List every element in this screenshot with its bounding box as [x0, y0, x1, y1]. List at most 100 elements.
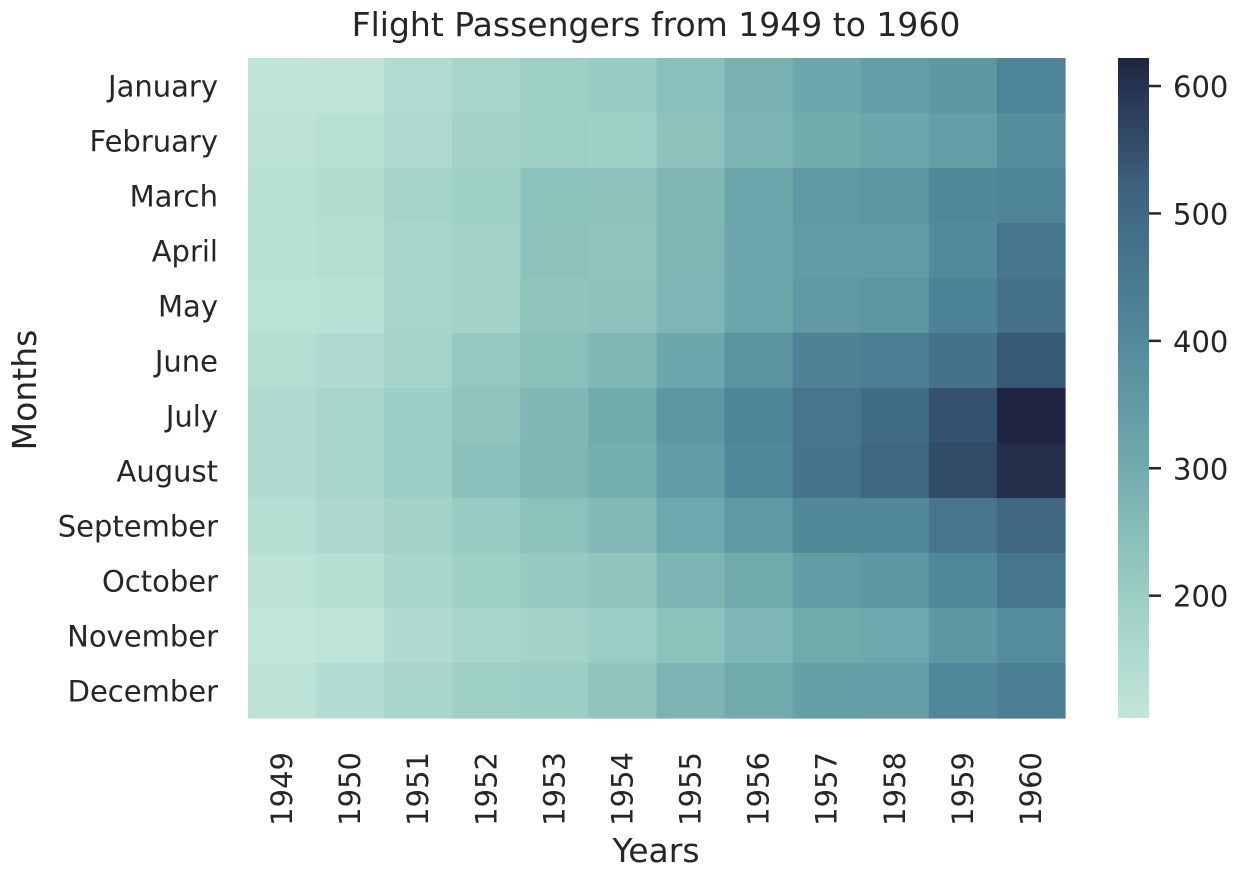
heatmap-cell: [452, 333, 521, 389]
heatmap-cell: [520, 278, 590, 334]
heatmap-cell: [792, 223, 862, 279]
heatmap-cell: [384, 553, 453, 609]
heatmap-cell: [724, 223, 794, 279]
heatmap-cell: [316, 333, 385, 389]
heatmap-cell: [724, 608, 794, 664]
heatmap-cell: [928, 553, 998, 609]
x-tick-label: 1950: [333, 752, 367, 826]
colorbar: [1118, 58, 1149, 718]
heatmap-cell: [860, 58, 930, 114]
heatmap-cell: [248, 58, 317, 114]
heatmap-cell: [520, 113, 590, 169]
heatmap-cell: [724, 388, 794, 444]
heatmap-cell: [656, 553, 726, 609]
heatmap-cell: [792, 333, 862, 389]
heatmap-cell: [656, 663, 726, 719]
heatmap-cell: [860, 498, 930, 554]
heatmap-cell: [996, 388, 1066, 444]
chart-title: Flight Passengers from 1949 to 1960: [352, 5, 961, 44]
heatmap-cell: [384, 168, 453, 224]
heatmap-cell: [588, 388, 658, 444]
heatmap-cell: [384, 443, 453, 499]
heatmap-cell: [520, 168, 590, 224]
heatmap-cell: [792, 498, 862, 554]
y-tick-label: March: [130, 180, 218, 214]
heatmap-cell: [316, 168, 385, 224]
heatmap-cell: [996, 443, 1066, 499]
heatmap-cell: [724, 498, 794, 554]
heatmap-cell: [656, 333, 726, 389]
heatmap-cell: [588, 608, 658, 664]
heatmap-cell: [724, 333, 794, 389]
x-tick-label: 1957: [810, 752, 844, 826]
heatmap-cell: [792, 443, 862, 499]
colorbar-tick-label: 400: [1173, 325, 1228, 359]
heatmap-cell: [860, 168, 930, 224]
x-tick-label: 1952: [469, 752, 503, 826]
heatmap-cell: [452, 663, 521, 719]
heatmap-cell: [724, 443, 794, 499]
y-tick-label: January: [106, 70, 218, 104]
heatmap-cell: [996, 333, 1066, 389]
heatmap-cell: [248, 443, 317, 499]
heatmap-cell: [588, 223, 658, 279]
colorbar-tick-label: 200: [1173, 580, 1228, 614]
heatmap-cell: [656, 498, 726, 554]
y-tick-label: May: [158, 290, 218, 324]
heatmap-cell: [316, 443, 385, 499]
y-tick-label: July: [164, 400, 218, 434]
heatmap-cell: [996, 58, 1066, 114]
x-tick-label: 1955: [674, 752, 708, 826]
heatmap-cell: [452, 113, 521, 169]
colorbar-ticks: 200 300 400 500 600: [1149, 70, 1228, 614]
heatmap-cell: [996, 278, 1066, 334]
heatmap-cell: [452, 498, 521, 554]
heatmap-cell: [724, 168, 794, 224]
heatmap-cell: [588, 498, 658, 554]
x-tick-label: 1949: [265, 752, 299, 826]
heatmap-cell: [928, 278, 998, 334]
heatmap-cell: [316, 388, 385, 444]
heatmap-cell: [520, 333, 590, 389]
colorbar-tick-label: 500: [1173, 197, 1228, 231]
heatmap-cell: [384, 113, 453, 169]
heatmap-cell: [792, 278, 862, 334]
heatmap-cell: [724, 553, 794, 609]
heatmap-cell: [724, 278, 794, 334]
heatmap-cell: [724, 58, 794, 114]
heatmap-cell: [996, 663, 1066, 719]
heatmap-cell: [588, 333, 658, 389]
heatmap-cell: [316, 113, 385, 169]
heatmap-cell: [792, 168, 862, 224]
heatmap-cell: [248, 113, 317, 169]
heatmap-cell: [656, 443, 726, 499]
heatmap-cell: [656, 608, 726, 664]
heatmap-cell: [860, 113, 930, 169]
heatmap-cell: [588, 278, 658, 334]
heatmap-cell: [860, 608, 930, 664]
heatmap-cell: [248, 553, 317, 609]
x-tick-label: 1954: [605, 752, 639, 826]
heatmap-cell: [316, 608, 385, 664]
heatmap-cell: [452, 168, 521, 224]
x-axis-label: Years: [611, 831, 699, 870]
heatmap-cell: [724, 113, 794, 169]
heatmap-cell: [928, 168, 998, 224]
heatmap-cell: [248, 608, 317, 664]
heatmap-cell: [452, 58, 521, 114]
y-tick-label: December: [68, 675, 218, 709]
heatmap-cell: [520, 388, 590, 444]
heatmap-cell: [928, 223, 998, 279]
x-axis-tick-labels: 1949 1950 1951 1952 1953 1954 1955 1956 1957 1958…: [265, 752, 1048, 826]
heatmap-cell: [316, 278, 385, 334]
heatmap-cell: [588, 113, 658, 169]
heatmap-cell: [316, 498, 385, 554]
heatmap-cell: [792, 113, 862, 169]
heatmap-cell: [520, 498, 590, 554]
y-tick-label: June: [153, 345, 218, 379]
heatmap-cell: [928, 113, 998, 169]
heatmap-cell: [996, 168, 1066, 224]
heatmap-cell: [860, 333, 930, 389]
heatmap-cell: [384, 388, 453, 444]
